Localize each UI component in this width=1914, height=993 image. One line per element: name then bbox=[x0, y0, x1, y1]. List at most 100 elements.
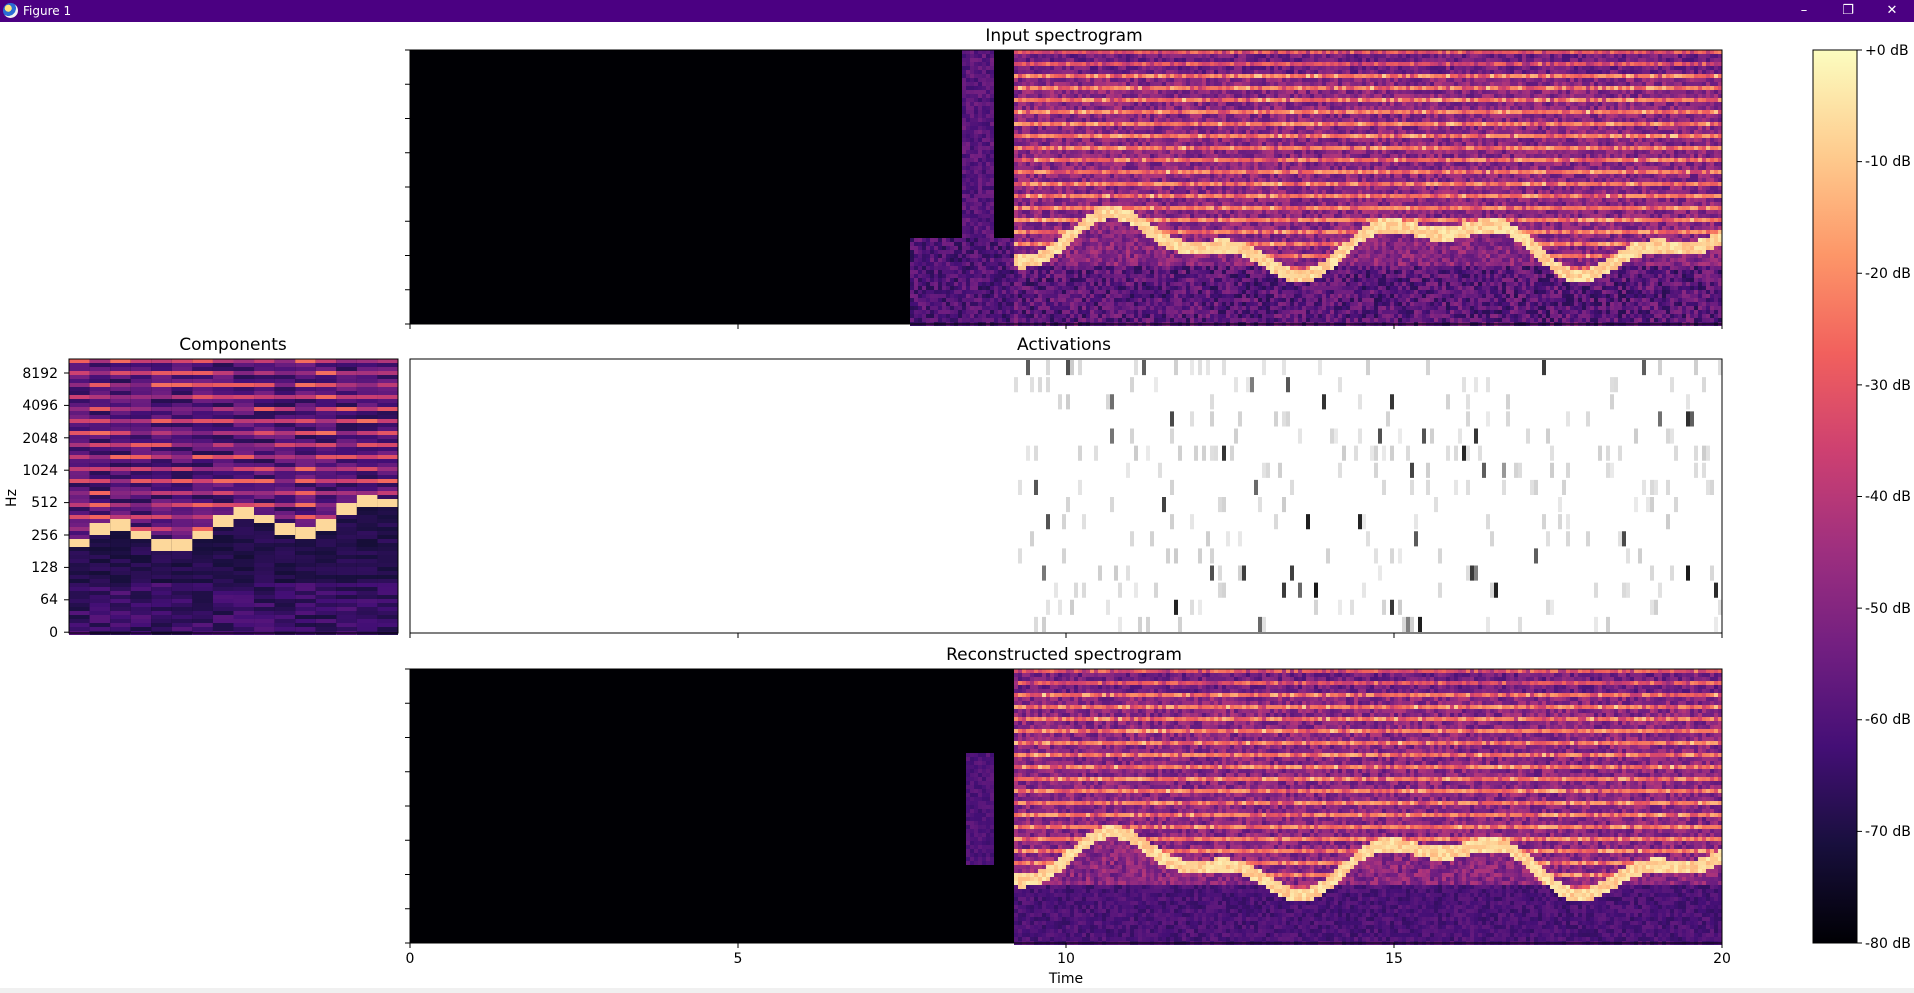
spectrogram-cell bbox=[1122, 186, 1126, 190]
spectrogram-cell bbox=[1062, 54, 1066, 58]
spectrogram-cell bbox=[982, 266, 986, 270]
spectrogram-cell bbox=[990, 138, 994, 142]
spectrogram-cell bbox=[1118, 86, 1122, 90]
spectrogram-cell bbox=[1030, 238, 1034, 242]
spectrogram-cell bbox=[1078, 254, 1082, 258]
spectrogram-cell bbox=[974, 230, 978, 234]
spectrogram-cell bbox=[1058, 314, 1062, 318]
spectrogram-cell bbox=[1130, 310, 1134, 314]
spectrogram-cell bbox=[1162, 150, 1166, 154]
spectrogram-cell bbox=[1106, 214, 1110, 218]
spectrogram-cell bbox=[1162, 206, 1166, 210]
spectrogram-cell bbox=[1242, 186, 1246, 190]
spectrogram-cell bbox=[1230, 222, 1234, 226]
spectrogram-cell bbox=[1130, 210, 1134, 214]
spectrogram-cell bbox=[1054, 238, 1058, 242]
spectrogram-cell bbox=[1154, 86, 1158, 90]
spectrogram-cell bbox=[1154, 274, 1158, 278]
spectrogram-cell bbox=[1078, 122, 1082, 126]
spectrogram-cell bbox=[1002, 278, 1006, 282]
spectrogram-cell bbox=[1082, 86, 1086, 90]
spectrogram-cell bbox=[1218, 302, 1222, 306]
spectrogram-cell bbox=[982, 70, 986, 74]
spectrogram-cell bbox=[1162, 90, 1166, 94]
spectrogram-cell bbox=[1186, 258, 1190, 262]
spectrogram-cell bbox=[1230, 318, 1234, 322]
spectrogram-cell bbox=[1222, 134, 1226, 138]
spectrogram-cell bbox=[1062, 102, 1066, 106]
spectrogram-cell bbox=[1166, 294, 1170, 298]
spectrogram-cell bbox=[1022, 158, 1026, 162]
restore-button[interactable]: ❐ bbox=[1826, 0, 1870, 22]
spectrogram-cell bbox=[986, 306, 990, 310]
spectrogram-cell bbox=[942, 286, 946, 290]
spectrogram-cell bbox=[1078, 166, 1082, 170]
spectrogram-cell bbox=[1122, 318, 1126, 322]
spectrogram-cell bbox=[918, 290, 922, 294]
spectrogram-cell bbox=[1034, 206, 1038, 210]
spectrogram-cell bbox=[1050, 282, 1054, 286]
spectrogram-cell bbox=[1154, 94, 1158, 98]
spectrogram-cell bbox=[986, 130, 990, 134]
spectrogram-cell bbox=[1182, 262, 1186, 266]
spectrogram-cell bbox=[1194, 250, 1198, 254]
spectrogram-cell bbox=[986, 270, 990, 274]
spectrogram-cell bbox=[1210, 106, 1214, 110]
spectrogram-cell bbox=[1026, 154, 1030, 158]
spectrogram-cell bbox=[1234, 202, 1238, 206]
spectrogram-cell bbox=[1134, 74, 1138, 78]
spectrogram-cell bbox=[1062, 66, 1066, 70]
spectrogram-cell bbox=[1074, 270, 1078, 274]
spectrogram-cell bbox=[1198, 194, 1202, 198]
spectrogram-cell bbox=[1186, 294, 1190, 298]
spectrogram-cell bbox=[1150, 114, 1154, 118]
spectrogram-cell bbox=[1054, 138, 1058, 142]
spectrogram-cell bbox=[1078, 206, 1082, 210]
spectrogram-cell bbox=[966, 306, 970, 310]
spectrogram-cell bbox=[1058, 154, 1062, 158]
spectrogram-cell bbox=[1162, 198, 1166, 202]
spectrogram-cell bbox=[1042, 250, 1046, 254]
spectrogram-cell bbox=[1038, 118, 1042, 122]
spectrogram-cell bbox=[1146, 226, 1150, 230]
minimize-button[interactable]: – bbox=[1782, 0, 1826, 22]
spectrogram-cell bbox=[1162, 254, 1166, 258]
spectrogram-cell bbox=[1026, 174, 1030, 178]
spectrogram-cell bbox=[1230, 290, 1234, 294]
spectrogram-cell bbox=[990, 98, 994, 102]
spectrogram-cell bbox=[1022, 146, 1026, 150]
spectrogram-cell bbox=[1198, 234, 1202, 238]
spectrogram-cell bbox=[1086, 114, 1090, 118]
spectrogram-cell bbox=[1018, 302, 1022, 306]
spectrogram-cell bbox=[1042, 74, 1046, 78]
spectrogram-cell bbox=[934, 302, 938, 306]
spectrogram-cell bbox=[1090, 242, 1094, 246]
spectrogram-cell bbox=[1086, 82, 1090, 86]
spectrogram-cell bbox=[1122, 198, 1126, 202]
spectrogram-cell bbox=[942, 270, 946, 274]
spectrogram-cell bbox=[970, 178, 974, 182]
spectrogram-cell bbox=[986, 62, 990, 66]
spectrogram-cell bbox=[1030, 294, 1034, 298]
spectrogram-cell bbox=[1206, 154, 1210, 158]
spectrogram-cell bbox=[1134, 162, 1138, 166]
spectrogram-cell bbox=[1230, 70, 1234, 74]
spectrogram-cell bbox=[1142, 274, 1146, 278]
spectrogram-cell bbox=[1074, 130, 1078, 134]
spectrogram-cell bbox=[1074, 226, 1078, 230]
spectrogram-cell bbox=[1210, 154, 1214, 158]
spectrogram-cell bbox=[1158, 210, 1162, 214]
spectrogram-cell bbox=[1154, 310, 1158, 314]
spectrogram-cell bbox=[1130, 266, 1134, 270]
spectrogram-cell bbox=[1030, 118, 1034, 122]
spectrogram-cell bbox=[1238, 194, 1242, 198]
spectrogram-cell bbox=[1162, 66, 1166, 70]
close-button[interactable]: ✕ bbox=[1870, 0, 1914, 22]
spectrogram-cell bbox=[1166, 66, 1170, 70]
spectrogram-cell bbox=[1022, 126, 1026, 130]
spectrogram-cell bbox=[1170, 266, 1174, 270]
spectrogram-cell bbox=[1170, 182, 1174, 186]
spectrogram-cell bbox=[1186, 98, 1190, 102]
spectrogram-cell bbox=[1194, 70, 1198, 74]
spectrogram-cell bbox=[1154, 238, 1158, 242]
